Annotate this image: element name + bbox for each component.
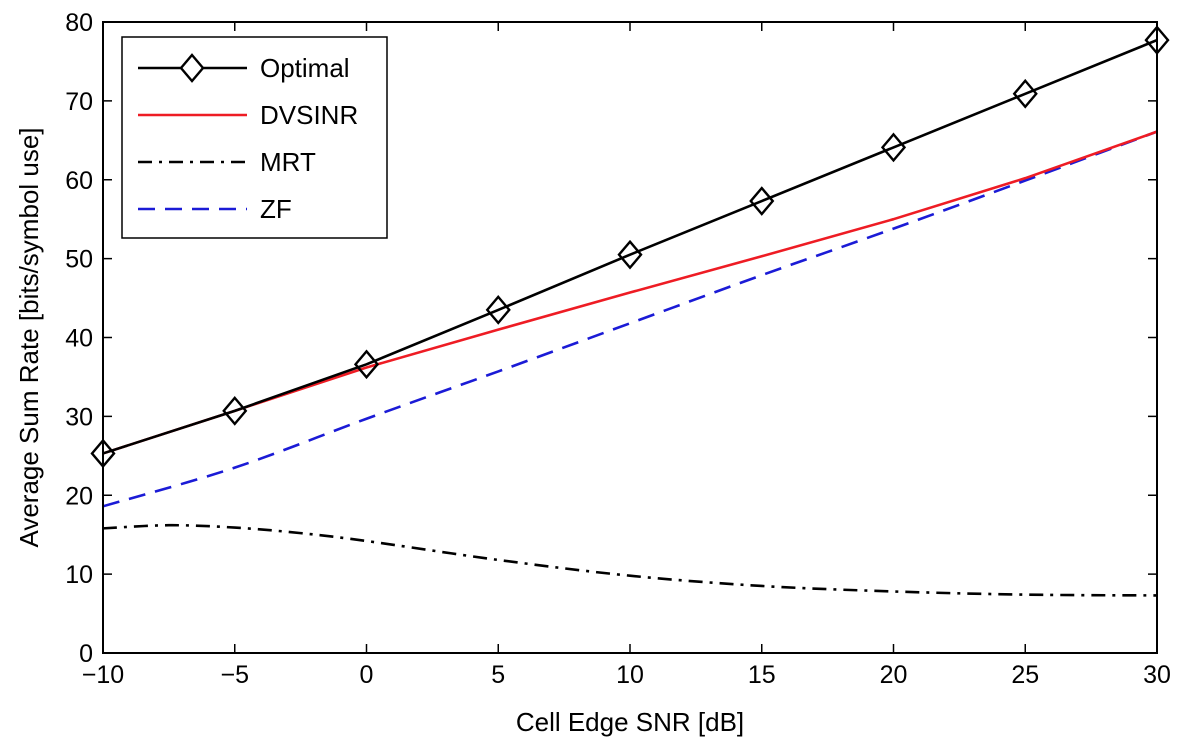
x-tick-label: 25	[1011, 661, 1039, 689]
y-tick-label: 80	[65, 9, 93, 37]
x-tick-label: 0	[360, 661, 374, 689]
x-tick-label: 10	[616, 661, 644, 689]
y-tick-label: 20	[65, 482, 93, 510]
y-tick-label: 70	[65, 88, 93, 116]
x-tick-label: −5	[220, 661, 249, 689]
y-tick-label: 30	[65, 403, 93, 431]
series-line-optimal	[103, 38, 1157, 455]
legend-label-mrt: MRT	[260, 147, 316, 177]
x-axis-label: Cell Edge SNR [dB]	[516, 707, 744, 737]
optimal-marker	[485, 295, 511, 325]
y-tick-label: 60	[65, 167, 93, 195]
optimal-marker	[1012, 78, 1038, 109]
x-tick-label: 15	[748, 661, 776, 689]
y-axis-label: Average Sum Rate [bits/symbol use]	[14, 127, 44, 547]
x-tick-label: 30	[1143, 661, 1171, 689]
optimal-markers	[90, 25, 1170, 469]
x-tick-label: −10	[82, 661, 124, 689]
optimal-marker	[1144, 25, 1170, 55]
y-tick-label: 0	[79, 640, 93, 668]
legend-label-optimal: Optimal	[260, 53, 350, 83]
x-tick-label: 5	[491, 661, 505, 689]
y-tick-label: 50	[65, 246, 93, 274]
legend-label-dvsinr: DVSINR	[260, 100, 358, 130]
optimal-marker	[749, 186, 775, 216]
y-tick-label: 40	[65, 325, 93, 353]
optimal-marker	[353, 349, 380, 380]
x-tick-label: 20	[880, 661, 908, 689]
optimal-marker	[880, 132, 907, 163]
legend-marker-optimal	[179, 53, 205, 83]
optimal-marker	[222, 395, 248, 426]
legend: Optimal DVSINR MRT ZF	[121, 36, 388, 239]
optimal-marker	[617, 239, 643, 270]
y-tick-label: 10	[65, 561, 93, 589]
optimal-marker	[90, 438, 116, 469]
axis-tick-labels: −10 −5 0 5 10 15 20 25 30 0 10 20 30 40 50 60 70 80	[65, 9, 1171, 689]
legend-box	[121, 36, 388, 239]
series-line-mrt	[103, 523, 1157, 597]
axis-ticks	[102, 21, 1158, 654]
legend-label-zf: ZF	[260, 194, 292, 224]
